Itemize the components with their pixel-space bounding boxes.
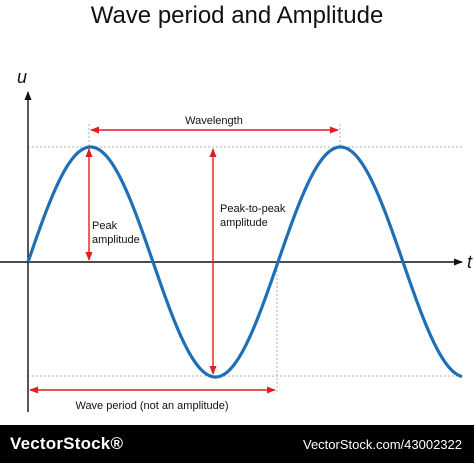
wave-period-label: Wave period (not an amplitude): [75, 400, 228, 412]
wave-diagram: u t Wavelength Peak amplitude Peak-to-pe…: [0, 67, 473, 412]
peak-to-peak-label-line1: Peak-to-peak: [220, 203, 286, 215]
peak-amplitude-label-line2: amplitude: [92, 234, 140, 246]
peak-to-peak-label-line2: amplitude: [220, 217, 268, 229]
diagram-title: Wave period and Amplitude: [90, 2, 384, 29]
peak-amplitude-label-line1: Peak: [92, 220, 118, 232]
x-axis-label: t: [467, 252, 473, 272]
footer-image-id: VectorStock.com/43002322: [303, 437, 462, 452]
footer-brand: VectorStock®: [10, 434, 124, 453]
footer-bar: VectorStock® VectorStock.com/43002322: [0, 425, 474, 463]
sine-wave: [26, 145, 463, 379]
y-axis-label: u: [17, 67, 27, 87]
wavelength-label: Wavelength: [185, 115, 243, 127]
